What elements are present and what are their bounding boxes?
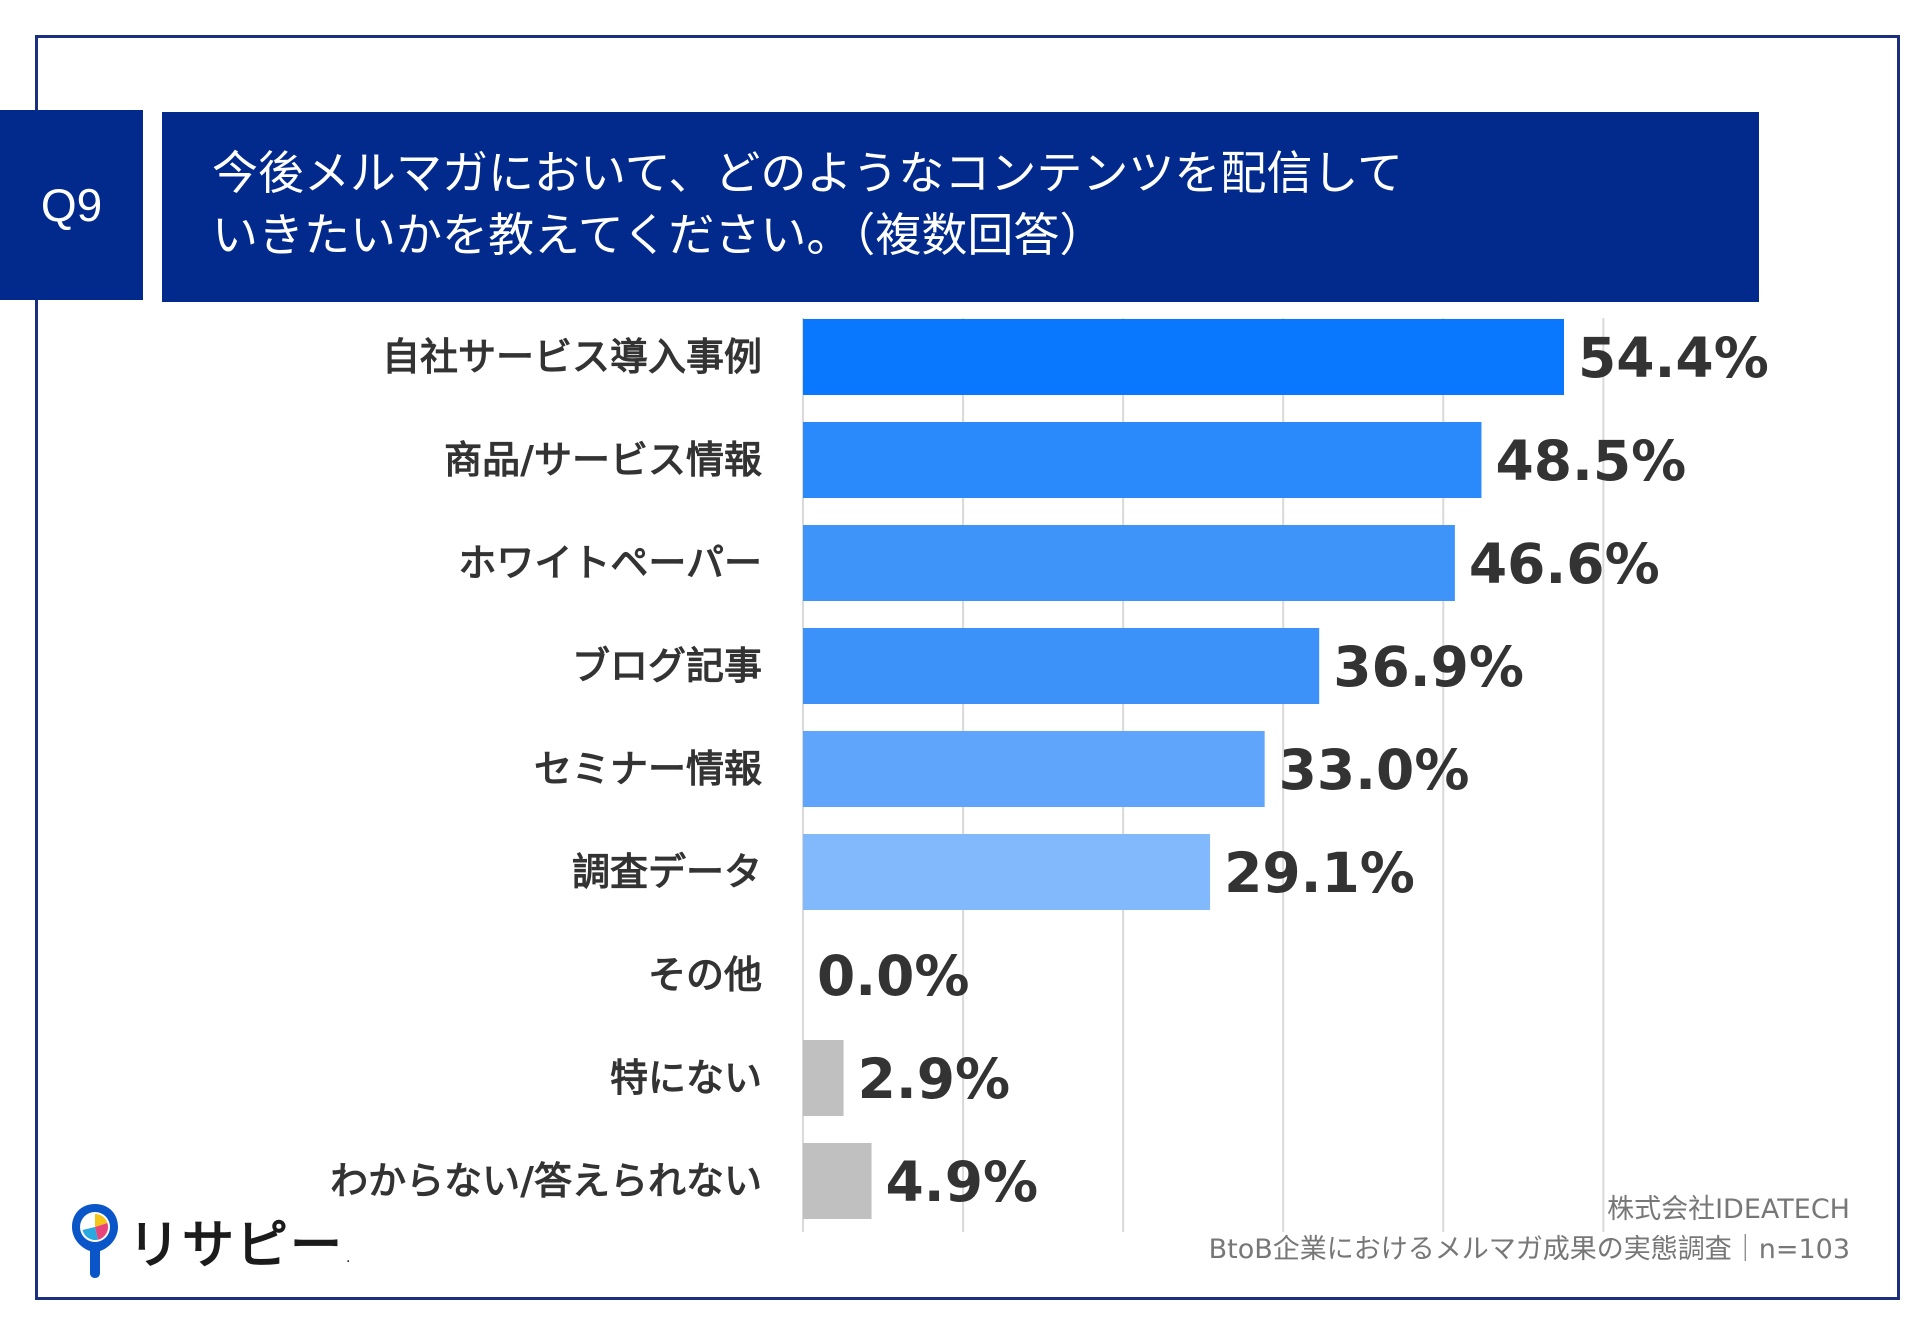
risapy-logo-text: リサピー	[128, 1215, 345, 1276]
value-label-6: 0.0%	[817, 944, 970, 1008]
question-title: 今後メルマガにおいて、どのようなコンテンツを配信して いきたいかを教えてください…	[162, 112, 1759, 302]
category-label-3: ブログ記事	[572, 644, 762, 688]
source-note: 株式会社IDEATECH BtoB企業におけるメルマガ成果の実態調査｜n=103	[1209, 1190, 1850, 1270]
question-badge: Q9	[0, 110, 143, 300]
bar-3	[803, 628, 1320, 704]
bar-7	[803, 1040, 844, 1116]
question-title-line-2: いきたいかを教えてください。（複数回答）	[212, 208, 1106, 262]
value-label-0: 54.4%	[1578, 326, 1769, 390]
category-label-7: 特にない	[610, 1056, 762, 1100]
question-title-line-1: 今後メルマガにおいて、どのようなコンテンツを配信して	[212, 146, 1403, 200]
bar-2	[803, 525, 1455, 601]
value-label-7: 2.9%	[858, 1047, 1011, 1111]
value-labels: 54.4% 48.5% 46.6% 36.9% 33.0% 29.1% 0.0% 2.9% 4.…	[817, 326, 1769, 1214]
value-label-8: 4.9%	[886, 1150, 1039, 1214]
value-label-1: 48.5%	[1495, 429, 1686, 493]
bar-1	[803, 422, 1482, 498]
risapy-logo-dot: .	[346, 1250, 351, 1266]
value-label-5: 29.1%	[1224, 841, 1415, 905]
category-labels: 自社サービス導入事例商品/サービス情報ホワイトペーパーブログ記事セミナー情報調査…	[330, 335, 762, 1203]
value-label-3: 36.9%	[1333, 635, 1524, 699]
source-company: 株式会社IDEATECH	[1607, 1194, 1850, 1225]
value-label-4: 33.0%	[1279, 738, 1470, 802]
category-label-1: 商品/サービス情報	[444, 438, 762, 482]
category-label-6: その他	[648, 953, 762, 997]
category-label-8: わからない/答えられない	[330, 1159, 762, 1203]
bars	[803, 319, 1564, 1219]
source-survey: BtoB企業におけるメルマガ成果の実態調査｜n=103	[1208, 1234, 1850, 1265]
bar-5	[803, 834, 1211, 910]
risapy-logo-pin-icon	[72, 1204, 118, 1278]
bar-4	[803, 731, 1265, 807]
category-label-5: 調査データ	[572, 850, 762, 894]
bar-8	[803, 1143, 872, 1219]
category-label-0: 自社サービス導入事例	[382, 335, 762, 379]
category-label-2: ホワイトペーパー	[458, 541, 762, 585]
category-label-4: セミナー情報	[534, 747, 762, 791]
bar-0	[803, 319, 1564, 395]
value-label-2: 46.6%	[1469, 532, 1660, 596]
risapy-logo: リサピー .	[68, 1200, 350, 1280]
